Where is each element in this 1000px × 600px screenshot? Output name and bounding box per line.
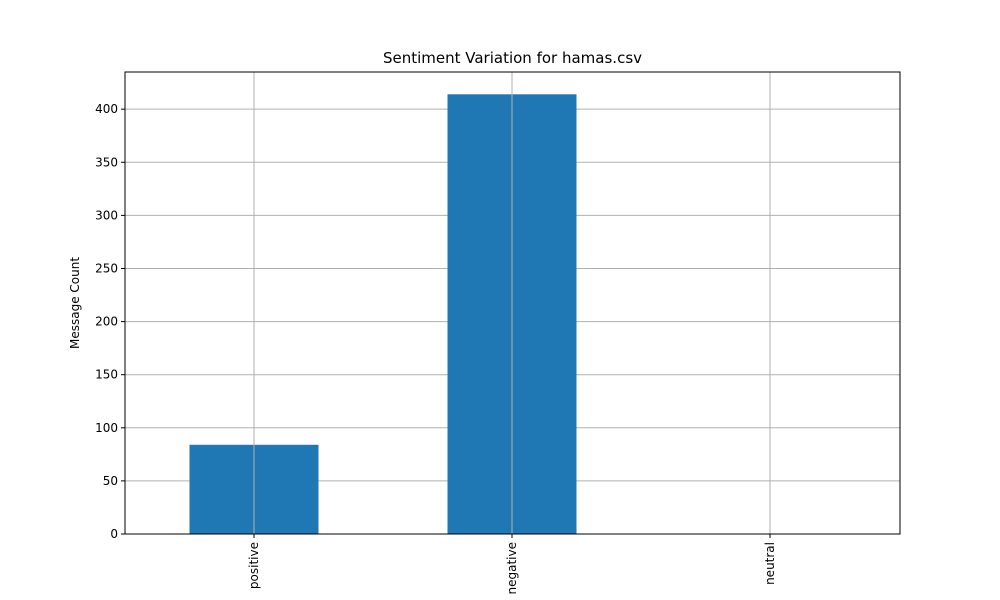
y-tick-label: 100 <box>95 421 118 435</box>
x-tick-label-neutral: neutral <box>763 542 777 585</box>
y-tick-label: 200 <box>95 315 118 329</box>
y-tick-label: 400 <box>95 102 118 116</box>
y-axis: 0 50 100 150 200 250 300 350 400 <box>95 102 125 541</box>
y-tick-label: 0 <box>110 527 118 541</box>
y-tick-label: 350 <box>95 155 118 169</box>
y-axis-label: Message Count <box>68 257 82 349</box>
x-tick-label-positive: positive <box>247 542 261 589</box>
x-tick-label-negative: negative <box>505 542 519 594</box>
y-tick-label: 50 <box>103 474 118 488</box>
y-tick-label: 250 <box>95 261 118 275</box>
y-tick-label: 150 <box>95 368 118 382</box>
x-axis: positive negative neutral <box>247 534 777 594</box>
bars <box>189 72 771 534</box>
y-tick-label: 300 <box>95 208 118 222</box>
chart-title: Sentiment Variation for hamas.csv <box>383 49 642 67</box>
